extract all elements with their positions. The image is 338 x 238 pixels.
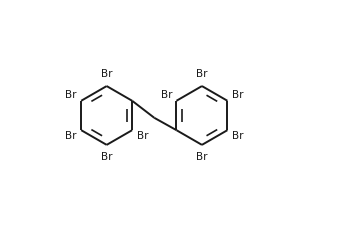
Text: Br: Br	[65, 90, 77, 100]
Text: Br: Br	[196, 152, 208, 162]
Text: Br: Br	[161, 90, 172, 100]
Text: Br: Br	[196, 69, 208, 79]
Text: Br: Br	[65, 131, 77, 141]
Text: Br: Br	[232, 131, 243, 141]
Text: Br: Br	[101, 69, 113, 79]
Text: Br: Br	[232, 90, 243, 100]
Text: Br: Br	[101, 152, 113, 162]
Text: Br: Br	[137, 131, 148, 141]
